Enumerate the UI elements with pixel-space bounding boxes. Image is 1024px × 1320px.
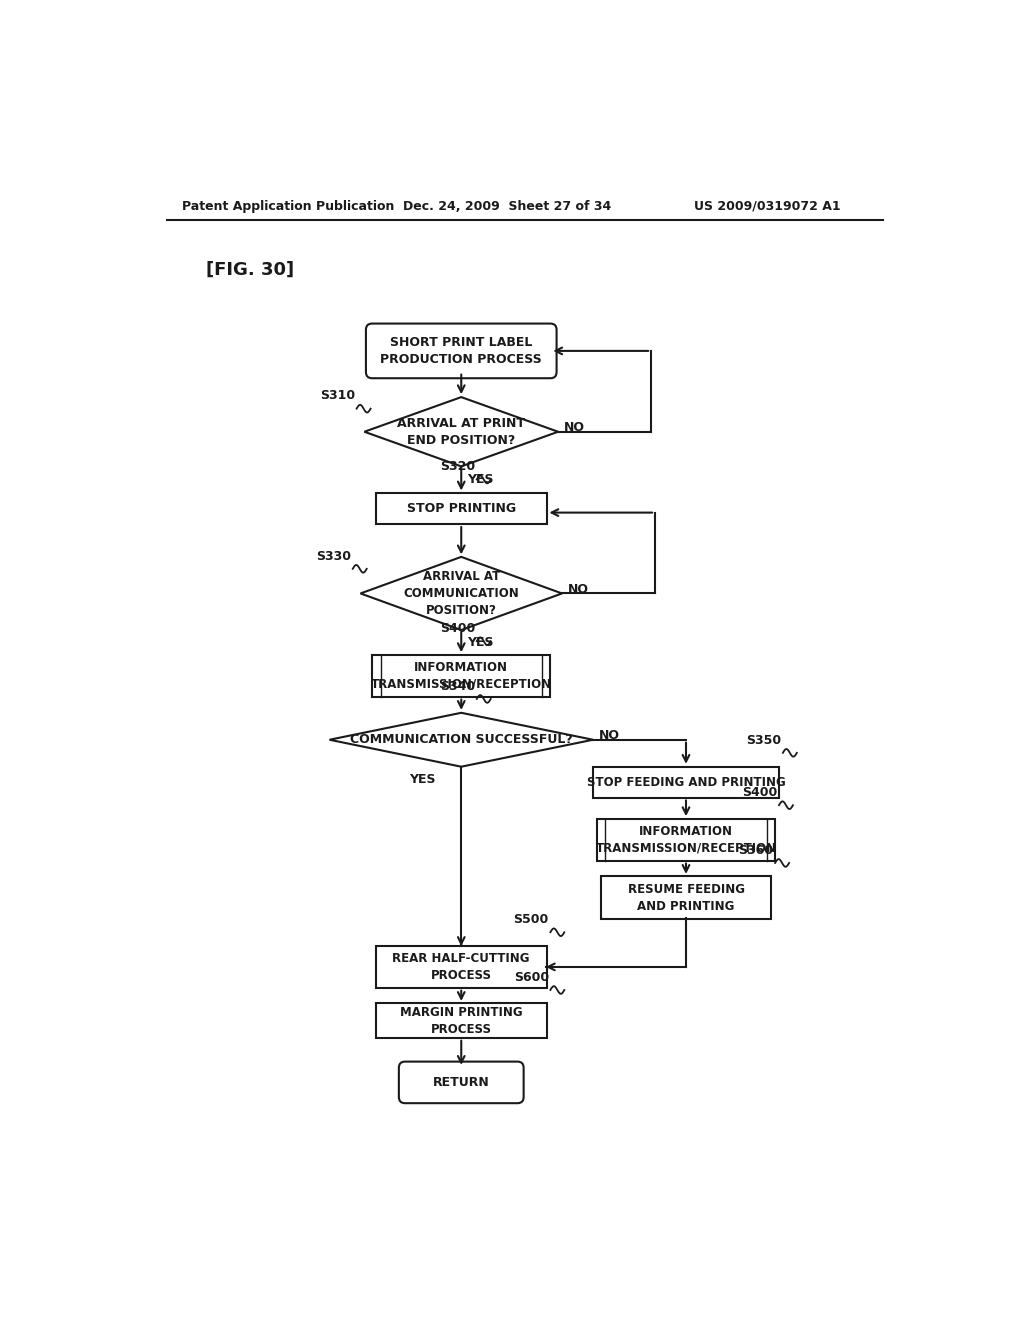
Bar xyxy=(372,655,550,697)
Bar xyxy=(376,1003,547,1038)
Text: Dec. 24, 2009  Sheet 27 of 34: Dec. 24, 2009 Sheet 27 of 34 xyxy=(403,199,611,213)
FancyBboxPatch shape xyxy=(366,323,557,379)
Text: S320: S320 xyxy=(440,461,475,474)
Text: YES: YES xyxy=(467,473,494,486)
Text: STOP FEEDING AND PRINTING: STOP FEEDING AND PRINTING xyxy=(587,776,785,788)
Text: S600: S600 xyxy=(514,970,549,983)
Text: S500: S500 xyxy=(514,913,549,927)
Bar xyxy=(376,494,547,524)
Text: YES: YES xyxy=(467,636,494,649)
Bar xyxy=(593,767,779,797)
Text: [FIG. 30]: [FIG. 30] xyxy=(206,261,294,279)
Text: INFORMATION
TRANSMISSION/RECEPTION: INFORMATION TRANSMISSION/RECEPTION xyxy=(595,825,776,855)
Text: Patent Application Publication: Patent Application Publication xyxy=(182,199,394,213)
Text: RETURN: RETURN xyxy=(433,1076,489,1089)
Text: ARRIVAL AT
COMMUNICATION
POSITION?: ARRIVAL AT COMMUNICATION POSITION? xyxy=(403,570,519,616)
FancyBboxPatch shape xyxy=(399,1061,523,1104)
Text: NO: NO xyxy=(599,730,621,742)
Bar xyxy=(601,876,771,919)
Text: COMMUNICATION SUCCESSFUL?: COMMUNICATION SUCCESSFUL? xyxy=(350,733,572,746)
Text: MARGIN PRINTING
PROCESS: MARGIN PRINTING PROCESS xyxy=(400,1006,522,1036)
Bar xyxy=(597,818,775,861)
Text: STOP PRINTING: STOP PRINTING xyxy=(407,502,516,515)
Text: S400: S400 xyxy=(742,785,777,799)
Text: ARRIVAL AT PRINT
END POSITION?: ARRIVAL AT PRINT END POSITION? xyxy=(397,417,525,446)
Text: NO: NO xyxy=(564,421,586,434)
Bar xyxy=(376,945,547,989)
Text: NO: NO xyxy=(568,583,589,597)
Text: S400: S400 xyxy=(440,622,475,635)
Polygon shape xyxy=(365,397,558,466)
Text: S340: S340 xyxy=(440,680,475,693)
Polygon shape xyxy=(360,557,562,630)
Text: S330: S330 xyxy=(316,549,351,562)
Text: S360: S360 xyxy=(738,843,773,857)
Text: RESUME FEEDING
AND PRINTING: RESUME FEEDING AND PRINTING xyxy=(628,883,744,912)
Text: S350: S350 xyxy=(746,734,781,747)
Text: SHORT PRINT LABEL
PRODUCTION PROCESS: SHORT PRINT LABEL PRODUCTION PROCESS xyxy=(380,335,542,366)
Polygon shape xyxy=(330,713,593,767)
Text: REAR HALF-CUTTING
PROCESS: REAR HALF-CUTTING PROCESS xyxy=(392,952,530,982)
Text: US 2009/0319072 A1: US 2009/0319072 A1 xyxy=(693,199,841,213)
Text: S310: S310 xyxy=(319,389,355,403)
Text: YES: YES xyxy=(410,774,436,785)
Text: INFORMATION
TRANSMISSION/RECEPTION: INFORMATION TRANSMISSION/RECEPTION xyxy=(371,661,552,690)
